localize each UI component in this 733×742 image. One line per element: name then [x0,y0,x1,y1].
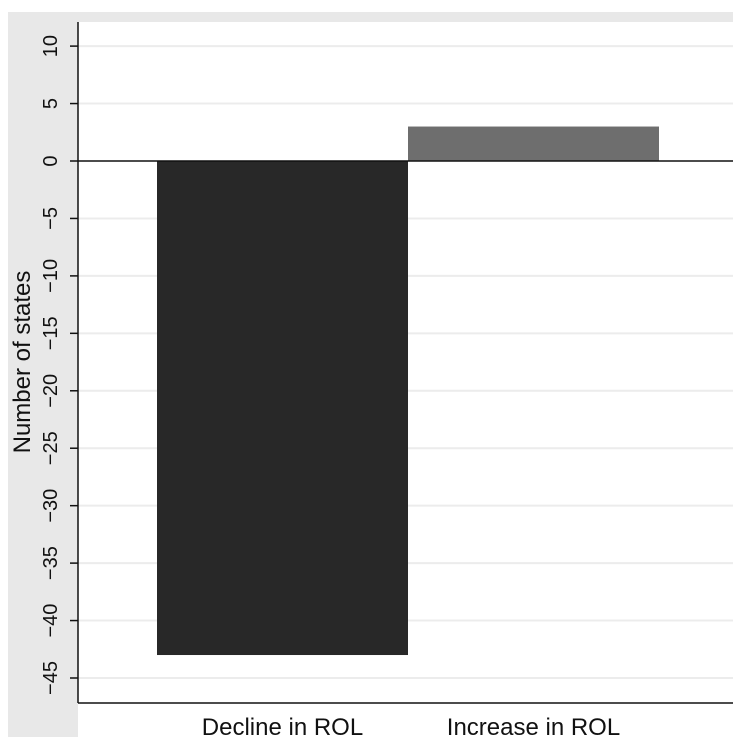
y-tick-label: −20 [40,374,62,408]
y-tick-label: −15 [40,316,62,350]
y-tick-label: −40 [40,604,62,638]
y-axis-title: Number of states [9,271,36,454]
x-category-label: Increase in ROL [447,714,620,737]
x-label-band [78,703,733,737]
y-tick-label: −35 [40,546,62,580]
y-tick-label: 10 [40,35,62,57]
y-axis-ticks: 10 5 0 −5 −10 −15 −20 −25 −30 −35 −40 −45 [40,35,78,695]
y-tick-label: 5 [40,98,62,109]
y-tick-label: −10 [40,259,62,293]
bar-increase-in-rol [408,126,659,161]
bar-decline-in-rol [157,161,408,656]
bars [157,126,659,656]
y-tick-label: −25 [40,431,62,465]
y-tick-label: 0 [40,155,62,166]
y-tick-label: −45 [40,661,62,695]
x-category-label: Decline in ROL [202,714,363,737]
y-tick-label: −5 [40,207,62,230]
y-tick-label: −30 [40,489,62,523]
